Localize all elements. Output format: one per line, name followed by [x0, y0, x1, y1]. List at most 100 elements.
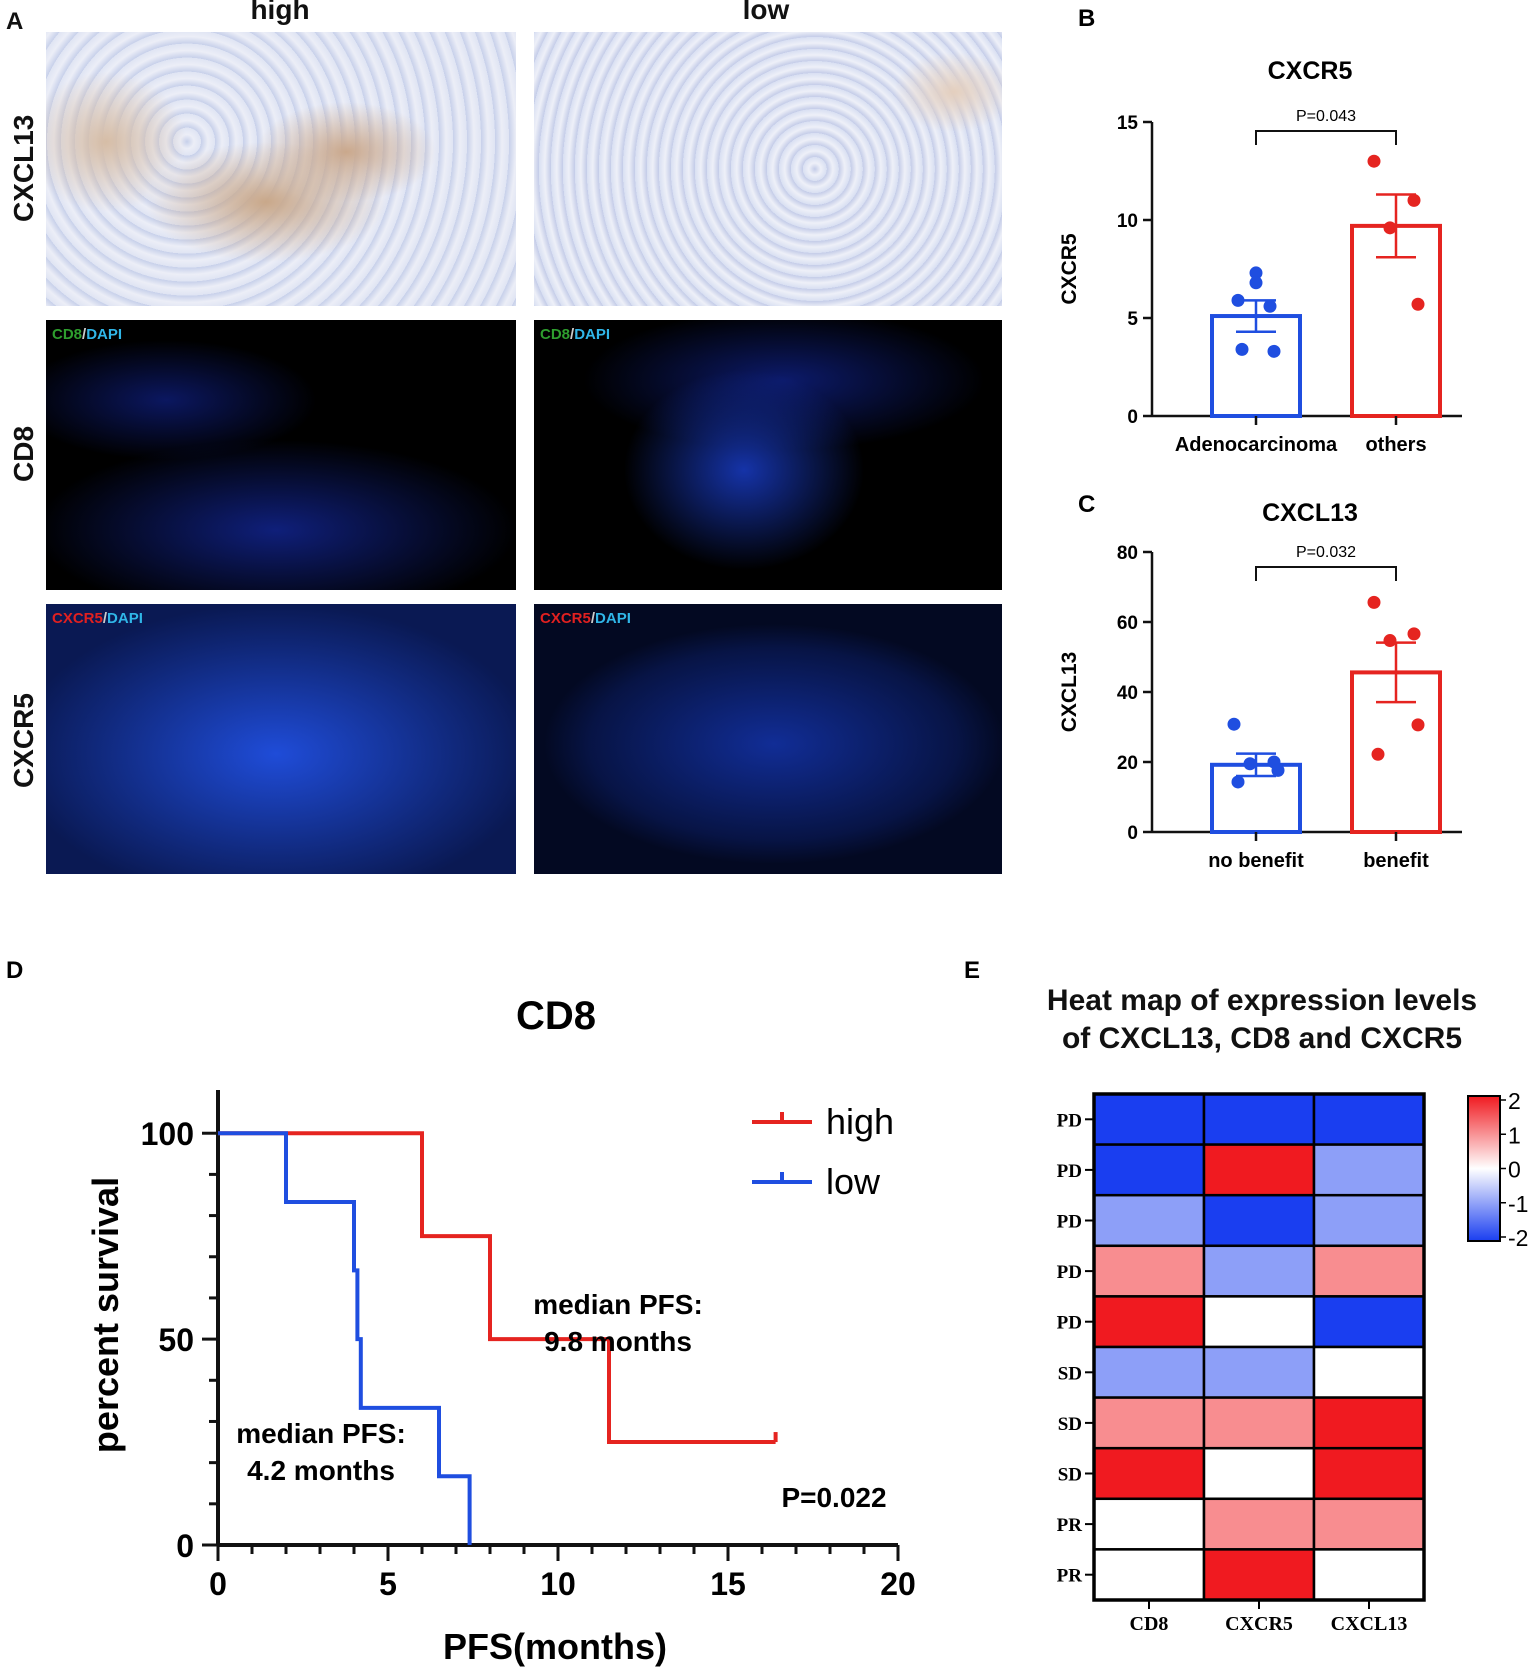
panel-d-y-tick-label-2: 100 [141, 1116, 194, 1152]
panel-e-row-label-2: PD [1057, 1212, 1082, 1233]
panel-d-y-tick-label-0: 0 [176, 1528, 194, 1564]
stain-label-dapi-cxcr5-high: DAPI [107, 610, 143, 627]
if-image-cxcr5-high: CXCR5/DAPI [46, 604, 516, 874]
panel-e-cell-2-2 [1312, 1193, 1426, 1248]
panel-a-letter: A [6, 8, 24, 35]
panel-b-point-0-1 [1249, 276, 1263, 290]
panel-e-cell-4-2 [1312, 1295, 1426, 1349]
stain-label-cxcr5-low: CXCR5 [540, 610, 591, 627]
if-image-cxcr5-low: CXCR5/DAPI [534, 604, 1002, 874]
panel-b-x-tick-label-1: others [1365, 434, 1426, 456]
panel-e-cell-8-1 [1202, 1497, 1316, 1551]
panel-d-series-high [218, 1131, 776, 1445]
panel-c-point-1-1 [1407, 627, 1421, 641]
ihc-image-cxcl13-high [46, 32, 516, 306]
panel-e-row-label-3: PD [1057, 1262, 1082, 1283]
stain-label-dapi-cd8-low: DAPI [574, 326, 611, 343]
panel-e-cell-0-1 [1202, 1092, 1316, 1146]
panel-d-y-tick-label-1: 50 [158, 1322, 194, 1358]
panel-b-p-value: P=0.043 [1296, 108, 1356, 125]
panel-e-cell-7-2 [1312, 1446, 1426, 1501]
panel-e-cell-5-1 [1202, 1345, 1316, 1399]
panel-b-point-1-3 [1411, 297, 1425, 311]
panel-d-series-low [218, 1131, 472, 1545]
panel-e-cell-3-0 [1092, 1244, 1206, 1298]
panel-d-annotation-low-2: 4.2 months [247, 1455, 395, 1486]
if-image-cd8-high: CD8/DAPI [46, 320, 516, 590]
panel-c-y-tick-label-2: 40 [1117, 683, 1138, 704]
panel-e-cell-2-1 [1202, 1193, 1316, 1248]
panel-c-point-0-3 [1271, 763, 1285, 777]
panel-b-y-tick-label-1: 5 [1127, 309, 1138, 330]
panel-e-cell-9-2 [1312, 1548, 1426, 1602]
panel-e-title-line-2: of CXCL13, CD8 and CXCR5 [1061, 1022, 1463, 1056]
panel-e-cell-8-2 [1312, 1497, 1426, 1551]
panel-e-cell-1-2 [1312, 1143, 1426, 1197]
panel-d-x-tick-label-4: 20 [880, 1566, 916, 1602]
panel-e-row-label-4: PD [1057, 1313, 1082, 1334]
panel-c-title: CXCL13 [1262, 499, 1358, 527]
panel-c-significance-bracket [1255, 566, 1397, 581]
panel-e-cell-8-0 [1092, 1497, 1206, 1551]
panel-d-annotation-high-1: median PFS: [533, 1289, 703, 1320]
panel-b-point-0-2 [1231, 293, 1245, 307]
stain-label-cxcr5-high: CXCR5 [52, 610, 103, 627]
panel-e-cell-6-1 [1202, 1396, 1316, 1450]
panel-b-point-1-0 [1367, 154, 1381, 168]
panel-e-legend-tick-label-3: -1 [1508, 1191, 1528, 1217]
panel-c-point-0-0 [1227, 717, 1241, 731]
panel-c-letter: C [1078, 491, 1095, 518]
panel-e-cell-7-1 [1202, 1446, 1316, 1501]
panel-c-point-1-3 [1411, 718, 1425, 732]
panel-b-y-tick-label-0: 0 [1127, 407, 1138, 428]
panel-e-row-label-1: PD [1057, 1161, 1082, 1182]
if-image-cd8-low: CD8/DAPI [534, 320, 1002, 590]
panel-e-col-label-2: CXCL13 [1331, 1613, 1408, 1635]
panel-e-legend-tick-label-2: 0 [1508, 1157, 1521, 1183]
panel-c-point-1-0 [1367, 595, 1381, 609]
stain-label-dapi-cd8-high: DAPI [86, 326, 123, 343]
panel-e-cell-0-0 [1092, 1092, 1206, 1146]
stain-label-cd8-high: CD8 [52, 326, 83, 343]
panel-d-x-tick-label-0: 0 [209, 1566, 227, 1602]
panel-e-cell-3-1 [1202, 1244, 1316, 1298]
panel-c-y-tick-label-0: 0 [1127, 823, 1138, 844]
panel-e-col-label-1: CXCR5 [1225, 1613, 1293, 1635]
panel-c-point-1-2 [1383, 634, 1397, 648]
panel-d-x-axis-label: PFS(months) [443, 1626, 667, 1667]
panel-e-cell-6-2 [1312, 1396, 1426, 1450]
panel-d-p-value: P=0.022 [781, 1482, 886, 1513]
panel-b-point-1-2 [1383, 221, 1397, 235]
panel-e-title: Heat map of expression levels of CXCL13,… [982, 982, 1536, 1059]
panel-e-col-label-0: CD8 [1130, 1613, 1169, 1635]
panel-e-cell-3-2 [1312, 1244, 1426, 1298]
panel-e-cell-0-2 [1312, 1092, 1426, 1146]
panel-e-legend-tick-label-0: 2 [1508, 1088, 1521, 1114]
panel-e-cell-7-0 [1092, 1446, 1206, 1501]
panel-e-cell-9-1 [1202, 1548, 1316, 1602]
panel-e-row-label-5: SD [1058, 1363, 1082, 1384]
panel-b-y-tick-label-3: 15 [1117, 113, 1139, 134]
panel-e-row-label-0: PD [1057, 1110, 1082, 1131]
panel-d-title: CD8 [516, 994, 596, 1038]
panel-b-significance-bracket [1255, 130, 1397, 145]
panel-e-letter: E [964, 957, 980, 984]
panel-b-letter: B [1078, 5, 1095, 32]
panel-e-cell-2-0 [1092, 1193, 1206, 1248]
panel-b-y-tick-label-2: 10 [1117, 211, 1138, 232]
panel-b-point-1-1 [1407, 193, 1421, 207]
panel-e-color-legend [1467, 1095, 1501, 1242]
panel-b-point-0-3 [1263, 299, 1277, 313]
panel-d-x-tick-label-2: 10 [540, 1566, 576, 1602]
panel-e-row-label-9: PR [1057, 1566, 1083, 1587]
panel-e-row-label-6: SD [1058, 1414, 1082, 1435]
panel-e-cell-1-0 [1092, 1143, 1206, 1197]
panel-b-x-tick-label-0: Adenocarcinoma [1175, 434, 1338, 456]
panel-d-legend-label-low: low [826, 1161, 881, 1202]
panel-b-point-0-0 [1249, 266, 1263, 280]
panel-e-row-label-8: PR [1057, 1515, 1083, 1536]
column-header-high: high [250, 0, 310, 25]
panel-d-x-tick-label-1: 5 [379, 1566, 397, 1602]
column-header-low: low [742, 0, 790, 25]
